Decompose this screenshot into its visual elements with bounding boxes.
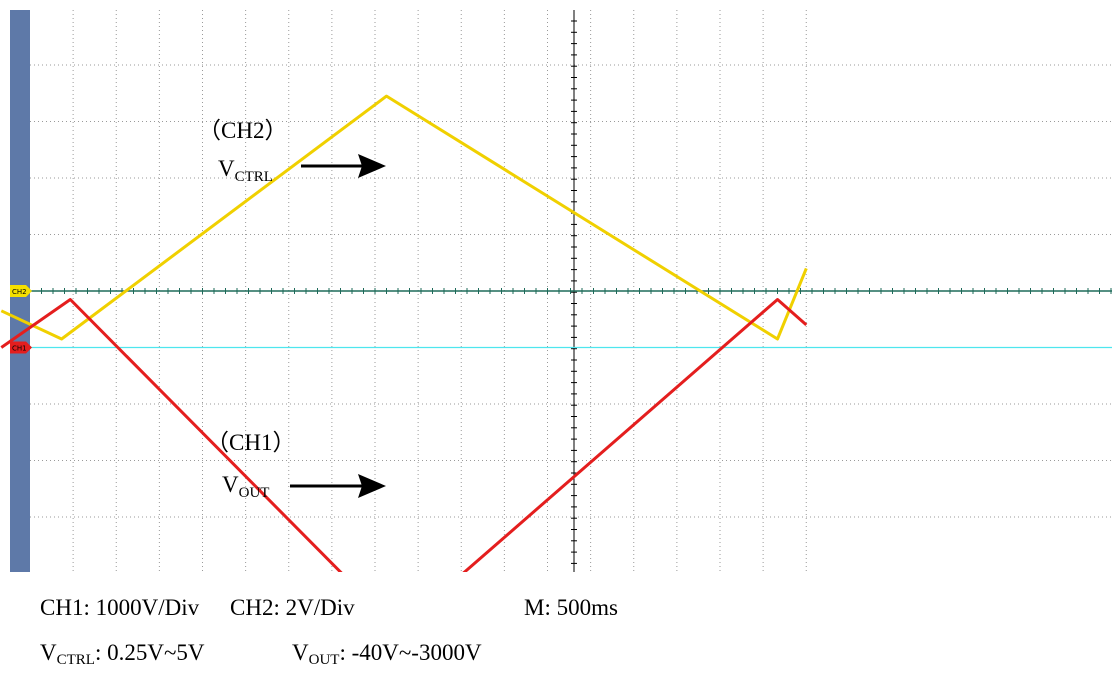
- vout-arrow: [290, 474, 386, 498]
- ch1-marker-label: CH1: [12, 345, 27, 353]
- ch2-annotation: （CH2）: [198, 118, 287, 143]
- ch1-annotation: （CH1）: [206, 430, 295, 455]
- ch2-vctrl-trace: [0, 94, 808, 341]
- ch2-marker-label: CH2: [12, 288, 27, 296]
- vout-range-main: V: [292, 640, 309, 665]
- vctrl-annotation: VCTRL: [218, 156, 273, 185]
- ch2-scale: CH2: 2V/Div: [230, 595, 355, 620]
- vctrl-range-sub: CTRL: [56, 652, 95, 668]
- timebase: M: 500ms: [524, 595, 618, 620]
- vctrl-range-value: : 0.25V~5V: [94, 640, 205, 665]
- vout-range-sub: OUT: [308, 652, 340, 668]
- vctrl-arrow: [301, 154, 386, 178]
- vout-annotation: VOUT: [222, 472, 269, 501]
- ch1-vout-trace: [0, 298, 808, 572]
- ch2-marker: CH2: [10, 285, 32, 297]
- vout-range-value: : -40V~-3000V: [339, 640, 482, 665]
- vout-main: V: [222, 472, 239, 497]
- vout-range: VOUT: -40V~-3000V: [292, 640, 482, 669]
- vout-sub: OUT: [239, 485, 270, 501]
- vctrl-range: VCTRL: 0.25V~5V: [40, 640, 205, 669]
- ch1-marker: CH1: [10, 341, 32, 354]
- vctrl-main: V: [218, 156, 235, 181]
- vctrl-range-main: V: [40, 640, 57, 665]
- channel-markers: CH2 CH1: [10, 285, 32, 354]
- vctrl-sub: CTRL: [235, 169, 273, 185]
- ch1-scale: CH1: 1000V/Div: [40, 595, 200, 620]
